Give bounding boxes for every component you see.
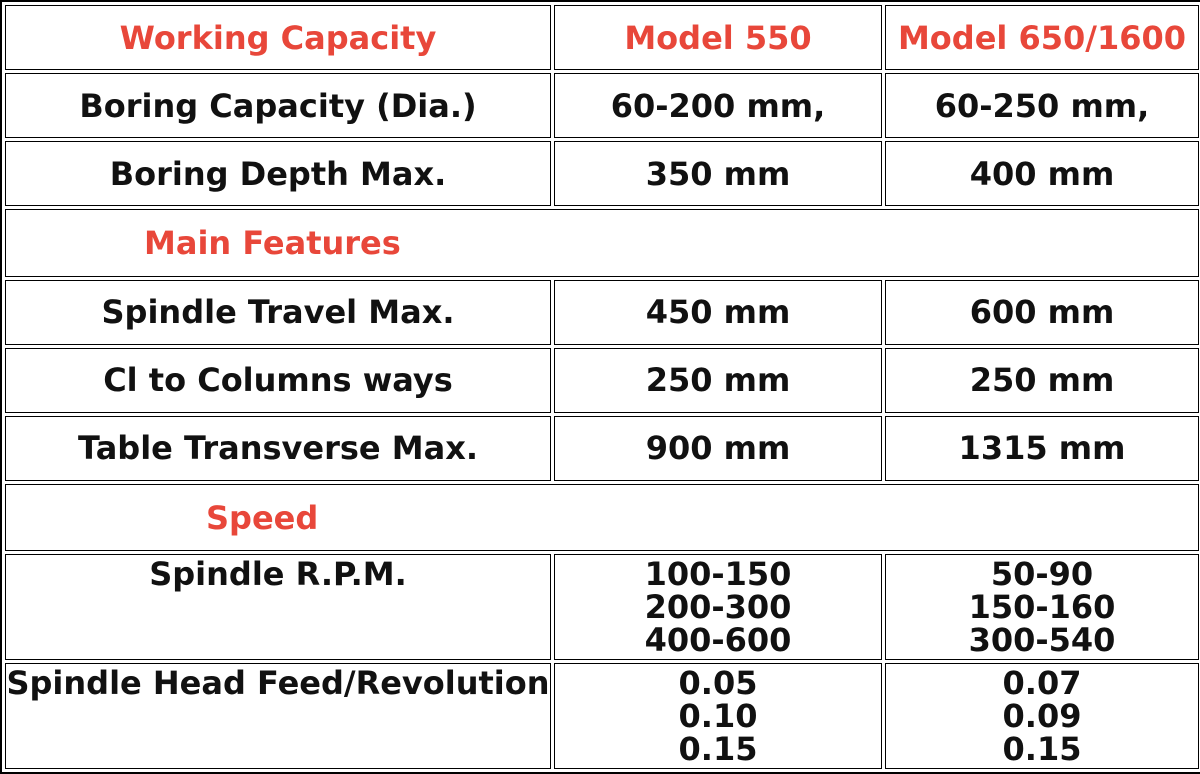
section-label: Speed [206,498,319,537]
table-row: Spindle R.P.M. 100-150 200-300 400-600 5… [5,554,1199,661]
value-line: 200-300 [644,588,792,627]
section-label: Main Features [144,224,401,262]
row-label: Table Transverse Max. [5,415,551,482]
section-title-main-features: Main Features [5,209,1199,277]
row-label: Spindle R.P.M. [5,554,551,661]
table-header-row: Working Capacity Model 550 Model 650/160… [5,5,1199,71]
header-model-650-1600: Model 650/1600 [885,5,1199,71]
row-value-550: 900 mm [554,415,882,482]
section-title-speed: Speed [5,484,1199,552]
value-line: 0.10 [678,697,758,736]
row-value-650: 50-90 150-160 300-540 [885,554,1199,661]
value-line: 0.15 [678,730,758,769]
row-value-650: 250 mm [885,347,1199,413]
row-label: Boring Depth Max. [5,141,551,207]
value-line: 100-150 [644,555,792,594]
value-line: 300-540 [968,621,1116,660]
value-line: 400-600 [644,621,792,660]
value-line: 150-160 [968,588,1116,627]
row-value-650: 600 mm [885,279,1199,345]
table-row: Boring Capacity (Dia.) 60-200 mm, 60-250… [5,73,1199,139]
row-label: Spindle Travel Max. [5,279,551,345]
table-row: Boring Depth Max. 350 mm 400 mm [5,141,1199,207]
row-value-550: 350 mm [554,141,882,207]
row-value-550: 250 mm [554,347,882,413]
table-row: Cl to Columns ways 250 mm 250 mm [5,347,1199,413]
table-row: Table Transverse Max. 900 mm 1315 mm [5,415,1199,482]
row-label: Cl to Columns ways [5,347,551,413]
section-row-speed: Speed [5,484,1199,552]
header-working-capacity: Working Capacity [5,5,551,71]
row-label: Spindle Head Feed/Revolution [5,663,551,769]
row-value-650: 400 mm [885,141,1199,207]
row-value-550: 0.05 0.10 0.15 [554,663,882,769]
row-value-650: 0.07 0.09 0.15 [885,663,1199,769]
table-row: Spindle Head Feed/Revolution 0.05 0.10 0… [5,663,1199,769]
value-line: 0.15 [1002,730,1082,769]
row-value-550: 60-200 mm, [554,73,882,139]
row-value-550: 450 mm [554,279,882,345]
row-label: Boring Capacity (Dia.) [5,73,551,139]
row-value-650: 60-250 mm, [885,73,1199,139]
header-model-550: Model 550 [554,5,882,71]
row-value-650: 1315 mm [885,415,1199,482]
value-line: 50-90 [990,555,1094,594]
row-label-text: Spindle Head Feed/Revolution [6,664,550,703]
row-value-550: 100-150 200-300 400-600 [554,554,882,661]
value-line: 0.05 [678,664,758,703]
value-line: 0.07 [1002,664,1082,703]
value-line: 0.09 [1002,697,1082,736]
row-label-text: Spindle R.P.M. [149,555,407,594]
table-row: Spindle Travel Max. 450 mm 600 mm [5,279,1199,345]
section-row-main-features: Main Features [5,209,1199,277]
